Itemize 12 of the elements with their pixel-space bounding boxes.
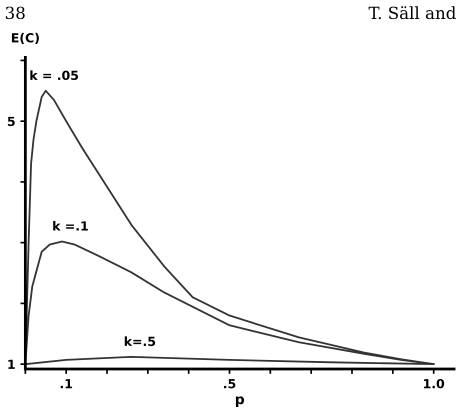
series-label: k=.5	[124, 336, 156, 346]
y-tick-label: 1	[8, 360, 15, 369]
text: T. Säll and	[368, 6, 456, 20]
x-axis-title: p	[236, 396, 244, 408]
series-label: k =.1	[53, 221, 88, 231]
y-axis-title: E(C)	[12, 32, 39, 44]
x-tick-label: .5	[224, 379, 236, 388]
x-tick-label: 1.0	[424, 378, 444, 388]
y-tick-label: 5	[8, 116, 15, 126]
text: 38	[6, 6, 25, 20]
x-tick-label: .1	[60, 379, 72, 388]
series-label: k = .05	[30, 70, 78, 80]
